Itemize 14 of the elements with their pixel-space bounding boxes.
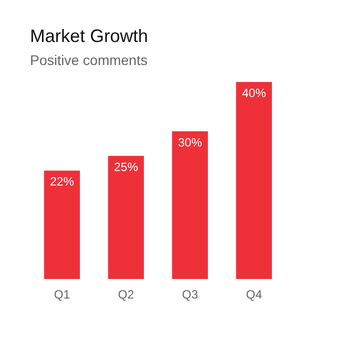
data-label: 30% — [178, 135, 202, 150]
bar — [172, 131, 208, 279]
bar — [44, 170, 80, 279]
data-label: 25% — [114, 160, 138, 174]
x-tick-label: Q2 — [118, 288, 134, 302]
x-tick-label: Q4 — [246, 288, 262, 302]
data-label: 22% — [50, 174, 74, 189]
x-tick-label: Q3 — [182, 288, 198, 302]
bar — [108, 156, 144, 279]
chart-subtitle: Positive comments — [30, 52, 148, 68]
chart-title: Market Growth — [30, 26, 148, 46]
data-label: 40% — [242, 86, 266, 100]
x-tick-label: Q1 — [54, 288, 70, 302]
bar — [236, 82, 272, 279]
